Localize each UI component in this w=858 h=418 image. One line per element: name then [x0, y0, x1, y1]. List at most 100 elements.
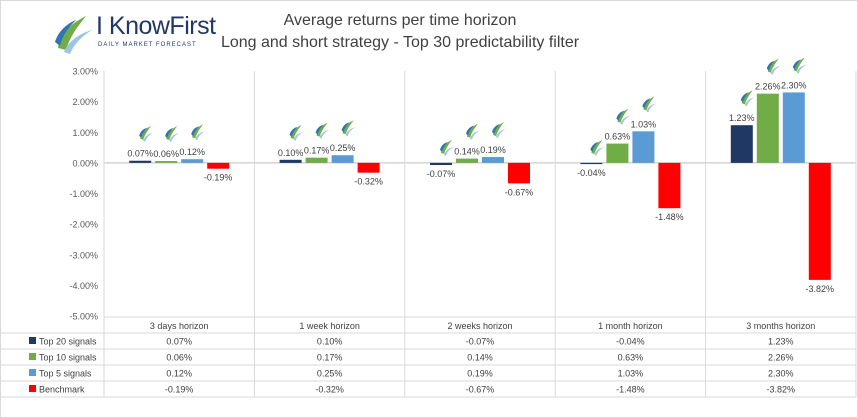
bar	[482, 157, 504, 163]
table-cell: 2.26%	[768, 353, 794, 363]
y-tick-label: 3.00%	[72, 67, 98, 77]
y-tick-label: -2.00%	[69, 220, 98, 230]
legend-key	[29, 353, 36, 360]
table-cell: 0.25%	[317, 369, 343, 379]
data-label: -0.04%	[577, 168, 606, 178]
data-label: -0.32%	[354, 177, 383, 187]
data-label: -0.07%	[427, 169, 456, 179]
brand-mark-icon	[289, 124, 304, 141]
brand-mark-icon	[440, 139, 454, 156]
table-cell: 0.12%	[166, 369, 192, 379]
bar	[632, 131, 655, 163]
brand-mark-icon	[315, 122, 330, 139]
brand-mark-icon	[740, 90, 755, 107]
category-label: 3 days horizon	[150, 321, 209, 331]
y-tick-label: -1.00%	[69, 189, 98, 199]
bar	[730, 125, 753, 163]
bar	[508, 162, 530, 184]
data-label: -0.19%	[204, 173, 233, 183]
data-label: 0.07%	[127, 149, 153, 159]
category-label: 1 week horizon	[299, 321, 360, 331]
table-cell: -0.32%	[315, 385, 344, 395]
table-cell: 0.63%	[618, 353, 644, 363]
data-label: 2.26%	[755, 82, 781, 92]
chart-subtitle: Long and short strategy - Top 30 predict…	[220, 34, 580, 51]
bar	[331, 155, 354, 163]
brand-mark-icon	[766, 58, 781, 75]
table-cell: 0.06%	[166, 353, 192, 363]
y-tick-label: -3.00%	[69, 250, 98, 260]
data-label: 0.12%	[179, 147, 205, 157]
y-tick-label: 1.00%	[72, 128, 98, 138]
brand-mark-icon	[642, 96, 657, 113]
bar	[658, 162, 681, 209]
table-cell: 0.07%	[166, 337, 192, 347]
chart-titles: Average returns per time horizon Long an…	[190, 10, 610, 54]
table-cell: 2.30%	[768, 369, 794, 379]
legend-label: Benchmark	[39, 385, 85, 395]
data-label: 1.23%	[729, 113, 755, 123]
bar	[606, 143, 629, 163]
bar	[357, 162, 380, 173]
brand-mark-icon	[341, 120, 356, 137]
brand-mark-icon	[792, 57, 807, 74]
logo: I KnowFirst DAILY MARKET FORECAST	[52, 12, 222, 56]
bar	[207, 162, 230, 169]
bar	[279, 159, 302, 163]
table-cell: 0.17%	[317, 353, 343, 363]
data-label: 0.25%	[330, 143, 356, 153]
table-cell: -0.07%	[466, 337, 495, 347]
y-tick-label: 2.00%	[72, 97, 98, 107]
brand-mark-icon	[590, 139, 605, 156]
legend-label: Top 5 signals	[39, 369, 92, 379]
data-label: 0.17%	[304, 146, 330, 156]
table-cell: 0.14%	[467, 353, 493, 363]
table-cell: 0.10%	[317, 337, 343, 347]
bar	[129, 160, 152, 163]
bar	[430, 162, 452, 166]
brand-mark-icon	[139, 125, 154, 142]
data-label: 0.19%	[480, 145, 506, 155]
table-cell: 1.03%	[618, 369, 644, 379]
data-label: -3.82%	[806, 284, 835, 294]
data-label: -1.48%	[655, 212, 684, 222]
data-label: 0.14%	[454, 147, 480, 157]
legend-label: Top 10 signals	[39, 353, 97, 363]
y-tick-label: 0.00%	[72, 158, 98, 168]
brand-mark-icon	[191, 124, 206, 141]
data-label: 0.06%	[153, 149, 179, 159]
bar	[756, 93, 779, 163]
legend-key	[29, 369, 36, 376]
table-cell: -0.67%	[466, 385, 495, 395]
brand-mark-icon	[466, 123, 480, 140]
bar	[155, 161, 178, 163]
brand-mark-icon	[165, 126, 180, 143]
logo-icon	[55, 16, 92, 54]
data-label: -0.67%	[505, 187, 534, 197]
legend-label: Top 20 signals	[39, 337, 97, 347]
bar	[782, 92, 805, 163]
data-label: 0.10%	[278, 148, 304, 158]
y-tick-label: -5.00%	[69, 312, 98, 322]
data-label: 2.30%	[781, 80, 807, 90]
logo-name: I KnowFirst	[96, 12, 216, 40]
brand-mark-icon	[616, 108, 631, 125]
table-cell: -0.19%	[165, 385, 194, 395]
brand-mark-icon	[492, 122, 506, 139]
logo-tagline: DAILY MARKET FORECAST	[98, 42, 197, 48]
table-cell: -1.48%	[616, 385, 645, 395]
bar	[580, 162, 603, 165]
table-cell: -3.82%	[767, 385, 796, 395]
bar	[456, 158, 478, 163]
data-label: 0.63%	[605, 132, 631, 142]
category-label: 3 months horizon	[746, 321, 815, 331]
bar	[808, 162, 831, 280]
legend-key	[29, 337, 36, 344]
bar	[305, 157, 328, 163]
category-label: 1 month horizon	[598, 321, 663, 331]
data-label: 1.03%	[631, 119, 657, 129]
chart-title: Average returns per time horizon	[283, 12, 517, 29]
legend-key	[29, 385, 36, 392]
table-cell: 1.23%	[768, 337, 794, 347]
